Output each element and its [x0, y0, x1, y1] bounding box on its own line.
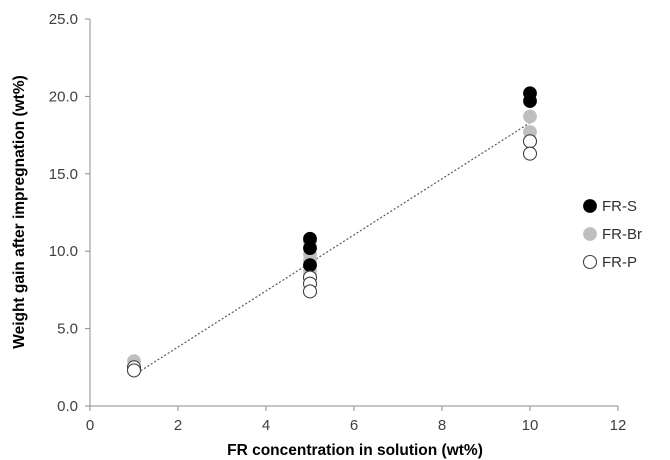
- x-tick-label: 4: [262, 417, 270, 434]
- point-fr-p: [522, 146, 538, 161]
- point-fr-p: [126, 363, 142, 378]
- point-fr-br: [523, 109, 537, 124]
- legend-marker-fr-s: [583, 199, 597, 213]
- legend-label-fr-br: FR-Br: [602, 226, 642, 243]
- legend: FR-S FR-Br FR-P: [582, 198, 642, 271]
- trendline-group: [133, 122, 531, 376]
- y-tick-label: 15.0: [49, 166, 78, 183]
- data-points: [126, 86, 538, 378]
- x-axis-title: FR concentration in solution (wt%): [227, 442, 483, 459]
- axes: [89, 19, 618, 407]
- x-tick-label: 12: [610, 417, 627, 434]
- y-tick-label: 0.0: [57, 398, 78, 415]
- point-fr-s: [303, 258, 317, 273]
- point-fr-s: [303, 241, 317, 256]
- x-tick-label: 10: [522, 417, 539, 434]
- y-tick-labels: 0.0 5.0 10.0 15.0 20.0 25.0: [49, 11, 90, 415]
- x-tick-label: 6: [350, 417, 358, 434]
- y-axis-title: Weight gain after impregnation (wt%): [11, 75, 28, 349]
- x-tick-labels: 0 2 4 6 8 10 12: [86, 406, 627, 434]
- legend-label-fr-p: FR-P: [602, 254, 637, 271]
- y-tick-label: 25.0: [49, 11, 78, 28]
- legend-marker-fr-br: [583, 227, 597, 241]
- y-tick-label: 20.0: [49, 88, 78, 105]
- y-tick-label: 10.0: [49, 243, 78, 260]
- y-tick-label: 5.0: [57, 321, 78, 338]
- point-fr-p: [302, 284, 318, 299]
- legend-label-fr-s: FR-S: [602, 198, 637, 215]
- x-tick-label: 8: [438, 417, 446, 434]
- legend-marker-fr-p: [582, 254, 598, 270]
- x-tick-label: 0: [86, 417, 94, 434]
- point-fr-s: [523, 94, 537, 108]
- x-tick-label: 2: [174, 417, 182, 434]
- point-fr-p: [522, 134, 538, 149]
- trendline: [133, 122, 531, 376]
